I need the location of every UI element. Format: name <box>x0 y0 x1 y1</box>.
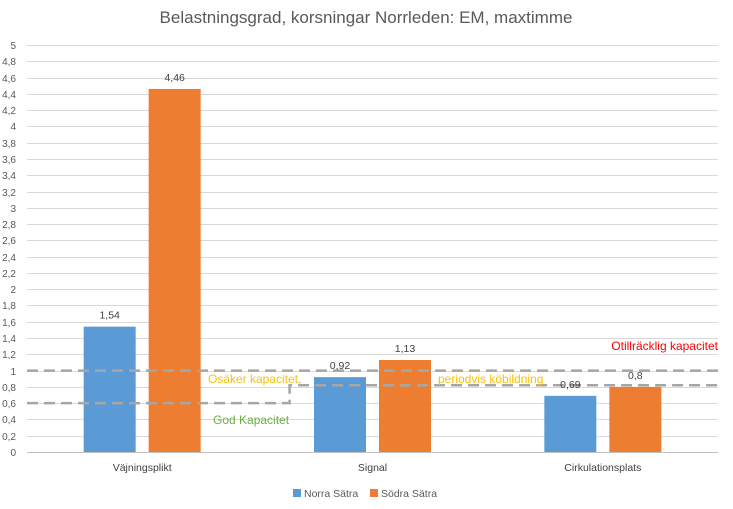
data-label: 0,92 <box>330 360 351 372</box>
gridlines <box>27 45 718 453</box>
y-tick-label: 0,6 <box>2 399 16 410</box>
y-tick-label: 4,2 <box>2 106 16 117</box>
y-tick-label: 3,2 <box>2 188 16 199</box>
bar <box>544 395 597 452</box>
y-tick-label: 0,2 <box>2 432 16 443</box>
bar <box>148 88 201 453</box>
y-tick-label: 4,8 <box>2 57 16 68</box>
bar <box>314 377 366 452</box>
threshold-line-good <box>27 384 718 405</box>
y-tick-label: 1,2 <box>2 350 16 361</box>
legend-swatch-norra-satra <box>293 489 301 497</box>
y-tick-label: 3,6 <box>2 155 16 166</box>
y-tick-label: 3,4 <box>2 171 16 182</box>
legend-swatch-sodra-satra <box>370 489 378 497</box>
legend-label-sodra-satra: Södra Sätra <box>381 488 437 500</box>
category-label: Cirkulationsplats <box>564 462 641 474</box>
bar <box>609 386 662 452</box>
data-label: 0,8 <box>628 370 643 382</box>
y-tick-label: 0 <box>10 448 16 459</box>
y-tick-label: 2 <box>10 285 16 296</box>
y-tick-label: 3 <box>10 204 16 215</box>
data-label: 0,69 <box>560 379 581 391</box>
y-tick-label: 2,4 <box>2 253 16 264</box>
category-label: Signal <box>358 462 387 474</box>
bar <box>83 326 136 452</box>
annotation-osaker: Osäker kapacitet, <box>208 372 301 386</box>
y-tick-label: 0,8 <box>2 383 16 394</box>
y-tick-label: 4,6 <box>2 74 16 85</box>
bars <box>83 88 662 453</box>
y-tick-label: 2,6 <box>2 236 16 247</box>
annotation-god: God Kapacitet <box>213 413 290 427</box>
y-tick-label: 1,8 <box>2 301 16 312</box>
y-tick-label: 2,2 <box>2 269 16 280</box>
y-tick-label: 3,8 <box>2 139 16 150</box>
y-tick-label: 0,4 <box>2 415 16 426</box>
legend: Norra Sätra Södra Sätra <box>293 488 437 500</box>
bar <box>379 360 431 452</box>
y-tick-label: 4,4 <box>2 90 16 101</box>
y-tick-label: 1,4 <box>2 334 16 345</box>
y-tick-label: 4 <box>10 122 16 133</box>
y-axis-ticks: 0 0,2 0,4 0,6 0,8 1 1,2 1,4 1,6 1,8 2 2,2 2,4 2,6 2,8 3… <box>2 41 16 459</box>
y-tick-label: 5 <box>10 41 16 52</box>
annotation-periodvis: periodvis köbildning <box>438 372 543 386</box>
category-label: Väjningsplikt <box>113 462 172 474</box>
y-tick-label: 2,8 <box>2 220 16 231</box>
threshold-lines <box>27 369 718 405</box>
data-labels: 1,54 4,46 0,92 1,13 0,69 0,8 <box>99 72 642 391</box>
y-tick-label: 1 <box>10 367 16 378</box>
annotation-otillracklig: Otillräcklig kapacitet <box>611 339 718 353</box>
data-label: 1,54 <box>99 310 120 322</box>
data-label: 4,46 <box>164 72 185 84</box>
legend-label-norra-satra: Norra Sätra <box>304 488 358 500</box>
y-tick-label: 1,6 <box>2 318 16 329</box>
chart-title: Belastningsgrad, korsningar Norrleden: E… <box>160 8 573 27</box>
category-labels: Väjningsplikt Signal Cirkulationsplats <box>113 462 642 474</box>
data-label: 1,13 <box>395 343 416 355</box>
